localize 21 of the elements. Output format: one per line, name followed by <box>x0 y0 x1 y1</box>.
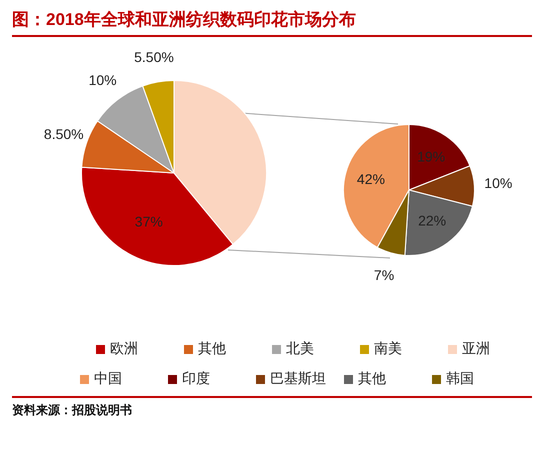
data-label: 8.50% <box>44 126 84 142</box>
legend-label: 南美 <box>374 340 402 358</box>
data-label: 5.50% <box>134 49 174 66</box>
data-label: 37% <box>134 213 163 230</box>
chart-title: 图：2018年全球和亚洲纺织数码印花市场分布 <box>12 8 532 37</box>
data-label: 10% <box>484 175 512 192</box>
legend-label: 中国 <box>94 370 122 388</box>
legend-label: 欧洲 <box>110 340 138 358</box>
data-label: 10% <box>88 72 117 88</box>
legend-label: 韩国 <box>446 370 474 388</box>
data-label: 7% <box>374 266 394 283</box>
legend-label: 北美 <box>286 340 314 358</box>
data-label: 19% <box>417 148 446 164</box>
data-label: 22% <box>418 212 446 229</box>
legend-label: 亚洲 <box>462 340 490 358</box>
legend-label: 印度 <box>182 370 210 388</box>
data-label: 42% <box>356 171 385 188</box>
legend-label: 巴基斯坦 <box>270 370 326 388</box>
text: 资料来源：招股说明书 <box>12 402 133 419</box>
legend-label: 其他 <box>198 340 226 358</box>
legend-label: 其他 <box>358 370 386 388</box>
